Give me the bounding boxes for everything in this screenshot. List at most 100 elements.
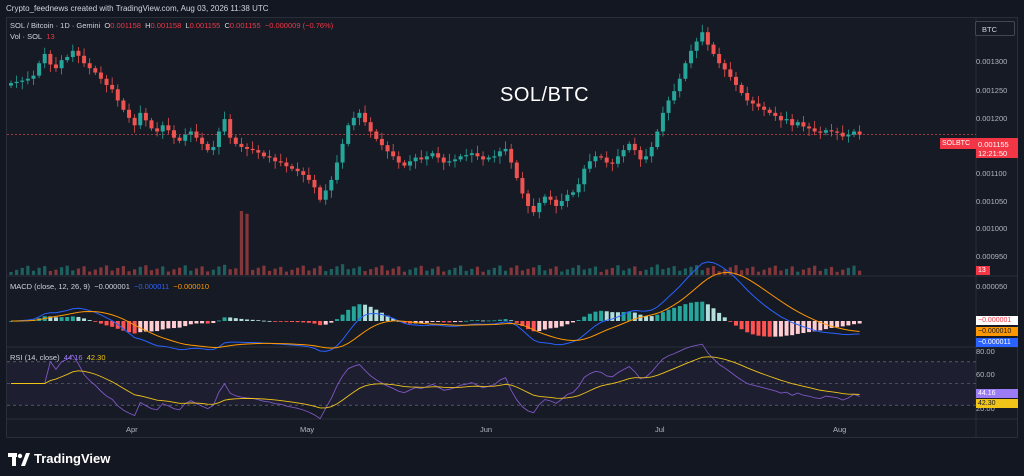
macd-histogram-bar bbox=[104, 321, 109, 326]
candle-body bbox=[14, 81, 19, 84]
symbol-legend[interactable]: SOL / Bitcoin · 1D · Gemini O0.001158 H0… bbox=[10, 21, 333, 30]
volume-bar bbox=[312, 268, 317, 275]
candle-body bbox=[239, 143, 244, 147]
macd-histogram-bar bbox=[464, 320, 469, 322]
candle-body bbox=[554, 199, 559, 206]
macd-histogram-bar bbox=[98, 321, 103, 324]
currency-button[interactable]: BTC bbox=[975, 21, 1015, 36]
rsi-title[interactable]: RSI (14, close) bbox=[10, 353, 60, 362]
candle-body bbox=[632, 143, 637, 151]
volume-bar bbox=[414, 267, 418, 275]
volume-bar bbox=[59, 267, 64, 275]
macd-histogram-bar bbox=[430, 321, 435, 323]
volume-bar bbox=[374, 267, 378, 275]
candle-body bbox=[87, 63, 92, 69]
candle-body bbox=[76, 50, 81, 56]
macd-hist-value: −0.000001 bbox=[94, 282, 130, 291]
candle-body bbox=[419, 157, 424, 160]
chart-area[interactable] bbox=[6, 17, 1018, 438]
macd-histogram-bar bbox=[374, 309, 379, 321]
volume-bar bbox=[26, 265, 30, 275]
macd-line bbox=[10, 261, 860, 352]
bar-countdown: 12:21:50 bbox=[978, 149, 1008, 158]
volume-bar bbox=[447, 269, 451, 275]
volume-bar bbox=[532, 267, 536, 275]
price-tick: 0.001300 bbox=[976, 57, 1008, 66]
candle-body bbox=[70, 50, 75, 58]
candle-body bbox=[138, 112, 143, 126]
candle-body bbox=[48, 53, 53, 65]
volume-value: 13 bbox=[46, 32, 55, 41]
volume-bar bbox=[537, 265, 541, 275]
candle-body bbox=[542, 196, 547, 203]
candle-body bbox=[183, 134, 188, 141]
volume-bar bbox=[655, 264, 659, 275]
volume-bar bbox=[745, 268, 749, 275]
candle-body bbox=[379, 138, 384, 146]
macd-histogram-bar bbox=[812, 321, 817, 332]
open-value: 0.001158 bbox=[110, 21, 141, 30]
volume-legend[interactable]: Vol · SOL 13 bbox=[10, 32, 55, 41]
volume-bar bbox=[858, 270, 862, 275]
macd-histogram-bar bbox=[284, 321, 289, 322]
candle-body bbox=[627, 143, 632, 151]
macd-histogram-bar bbox=[59, 317, 64, 321]
macd-histogram-bar bbox=[273, 321, 278, 322]
macd-histogram-bar bbox=[256, 320, 261, 322]
macd-histogram-bar bbox=[497, 319, 502, 321]
macd-histogram-bar bbox=[402, 321, 407, 323]
macd-line-value: −0.000011 bbox=[134, 282, 170, 291]
rsi-legend[interactable]: RSI (14, close) 44.16 42.30 bbox=[10, 353, 106, 362]
candle-body bbox=[857, 131, 862, 135]
candle-body bbox=[790, 119, 795, 126]
candle-body bbox=[273, 157, 278, 162]
candle-body bbox=[447, 161, 452, 163]
candle-body bbox=[784, 119, 789, 121]
volume-bar bbox=[666, 267, 671, 275]
macd-histogram-bar bbox=[205, 321, 210, 324]
macd-histogram-bar bbox=[48, 316, 53, 321]
volume-bar bbox=[459, 265, 463, 275]
tradingview-logo[interactable]: TradingView bbox=[8, 451, 110, 467]
candle-body bbox=[756, 103, 761, 107]
volume-bar bbox=[391, 268, 395, 275]
volume-bar bbox=[149, 270, 154, 275]
volume-bar bbox=[526, 268, 530, 275]
rsi-line bbox=[11, 343, 860, 420]
candle-body bbox=[852, 131, 856, 135]
macd-histogram-bar bbox=[357, 304, 362, 321]
macd-histogram-bar bbox=[700, 301, 705, 321]
macd-histogram-bar bbox=[110, 321, 115, 327]
volume-bar bbox=[245, 213, 249, 275]
candle-body bbox=[42, 53, 47, 64]
volume-bar bbox=[121, 266, 125, 275]
volume-bar bbox=[700, 270, 704, 275]
volume-bar bbox=[369, 269, 373, 275]
candle-body bbox=[267, 156, 272, 158]
macd-title[interactable]: MACD (close, 12, 26, 9) bbox=[10, 282, 91, 291]
chart-canvas[interactable] bbox=[7, 18, 1018, 438]
volume-bar bbox=[20, 267, 24, 275]
volume-bar bbox=[228, 269, 232, 275]
candle-body bbox=[492, 156, 497, 158]
volume-bar bbox=[9, 272, 13, 275]
candle-body bbox=[807, 126, 812, 129]
macd-histogram-bar bbox=[127, 321, 132, 333]
volume-bar bbox=[577, 265, 581, 275]
macd-histogram-bar bbox=[554, 321, 559, 328]
volume-bar bbox=[37, 267, 41, 275]
volume-bar bbox=[48, 270, 52, 275]
volume-bar bbox=[385, 270, 390, 275]
candle-body bbox=[762, 106, 767, 110]
macd-histogram-bar bbox=[722, 317, 727, 321]
macd-histogram-bar bbox=[717, 312, 722, 321]
symbol-name[interactable]: SOL / Bitcoin · 1D · Gemini bbox=[10, 21, 101, 30]
candle-body bbox=[25, 78, 30, 81]
volume-bar bbox=[453, 267, 457, 275]
macd-histogram-bar bbox=[537, 321, 542, 332]
volume-bar bbox=[683, 268, 687, 275]
macd-histogram-bar bbox=[222, 317, 227, 321]
macd-histogram-bar bbox=[93, 321, 98, 322]
macd-legend[interactable]: MACD (close, 12, 26, 9) −0.000001 −0.000… bbox=[10, 282, 209, 291]
volume-bar bbox=[605, 269, 609, 275]
